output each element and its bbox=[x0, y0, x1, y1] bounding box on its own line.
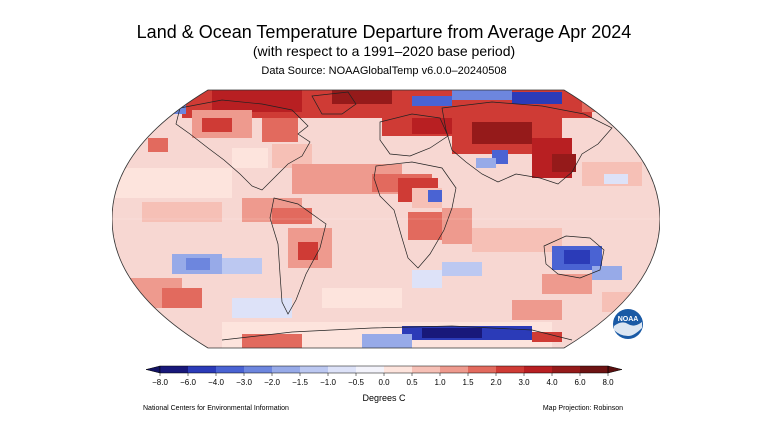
anomaly-cells bbox=[112, 90, 642, 348]
colorbar-tick-label: −8.0 bbox=[152, 378, 168, 387]
colorbar-low-arrow bbox=[145, 365, 161, 374]
colorbar-tick-label: 2.0 bbox=[490, 378, 502, 387]
colorbar-ticks: −8.0 −6.0 −4.0 −3.0 −2.0 −1.5 −1.0 −0.5 0.0 0.5 1.… bbox=[152, 373, 614, 387]
colorbar-tick-label: 3.0 bbox=[518, 378, 530, 387]
colorbar-tick-label: −4.0 bbox=[208, 378, 224, 387]
colorbar-swatch bbox=[300, 366, 328, 373]
colorbar-high-arrow bbox=[607, 365, 623, 374]
colorbar-swatch bbox=[552, 366, 580, 373]
colorbar-tick-label: 6.0 bbox=[574, 378, 586, 387]
colorbar-tick-label: 0.0 bbox=[378, 378, 390, 387]
colorbar-swatch bbox=[580, 366, 608, 373]
colorbar-tick-label: −6.0 bbox=[180, 378, 196, 387]
colorbar-tick-label: −2.0 bbox=[264, 378, 280, 387]
colorbar-tick-label: −0.5 bbox=[348, 378, 364, 387]
colorbar-swatch bbox=[244, 366, 272, 373]
colorbar-tick-label: −1.5 bbox=[292, 378, 308, 387]
colorbar-swatch bbox=[384, 366, 412, 373]
colorbar-swatch bbox=[188, 366, 216, 373]
colorbar-swatch bbox=[216, 366, 244, 373]
colorbar-tick-label: −1.0 bbox=[320, 378, 336, 387]
colorbar-tick-label: 0.5 bbox=[406, 378, 418, 387]
projection-text: Map Projection: Robinson bbox=[542, 405, 623, 412]
colorbar-tick-label: 1.0 bbox=[434, 378, 446, 387]
colorbar-swatches bbox=[145, 365, 623, 374]
credit-text: National Centers for Environmental Infor… bbox=[143, 405, 289, 412]
colorbar-tick-label: −3.0 bbox=[236, 378, 252, 387]
map-subtitle: (with respect to a 1991–2020 base period… bbox=[252, 43, 516, 59]
colorbar-swatch bbox=[328, 366, 356, 373]
colorbar-units: Degrees C bbox=[362, 393, 406, 403]
map-title: Land & Ocean Temperature Departure from … bbox=[136, 22, 632, 42]
noaa-logo: NOAA bbox=[613, 309, 643, 339]
colorbar-tick-label: 1.5 bbox=[462, 378, 474, 387]
colorbar-swatch bbox=[412, 366, 440, 373]
colorbar: −8.0 −6.0 −4.0 −3.0 −2.0 −1.5 −1.0 −0.5 0.0 0.5 1.… bbox=[145, 365, 623, 387]
colorbar-swatch bbox=[496, 366, 524, 373]
colorbar-tick-label: 4.0 bbox=[546, 378, 558, 387]
colorbar-swatch bbox=[272, 366, 300, 373]
colorbar-swatch bbox=[440, 366, 468, 373]
colorbar-swatch bbox=[160, 366, 188, 373]
noaa-logo-text: NOAA bbox=[618, 316, 639, 323]
coastlines bbox=[175, 91, 613, 341]
temperature-anomaly-map bbox=[112, 89, 660, 349]
colorbar-swatch bbox=[524, 366, 552, 373]
data-source: Data Source: NOAAGlobalTemp v6.0.0–20240… bbox=[261, 65, 507, 77]
colorbar-swatch bbox=[356, 366, 384, 373]
globe-outline bbox=[112, 89, 660, 349]
colorbar-swatch bbox=[468, 366, 496, 373]
colorbar-tick-label: 8.0 bbox=[602, 378, 614, 387]
